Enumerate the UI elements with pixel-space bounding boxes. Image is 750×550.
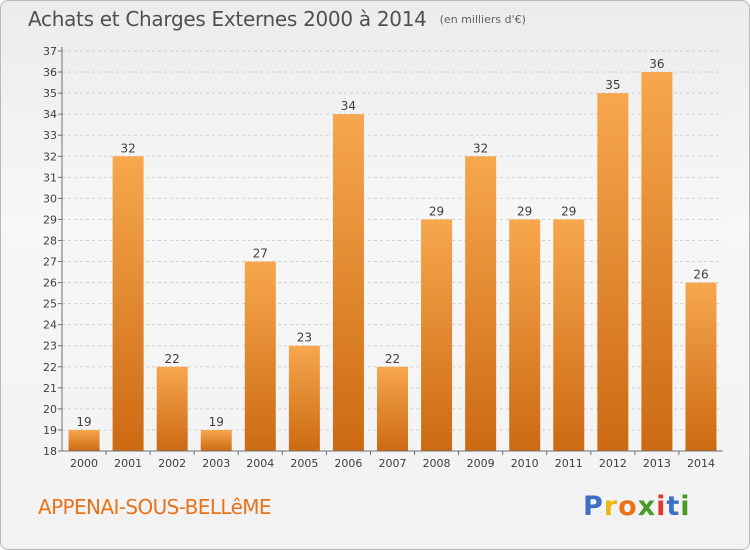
y-tick-label: 31 [43,171,57,184]
title-row: Achats et Charges Externes 2000 à 2014 (… [28,7,526,31]
x-tick-label: 2005 [290,457,318,470]
y-tick-label: 18 [43,445,57,458]
x-tick-label: 2003 [202,457,230,470]
y-tick-label: 29 [43,213,57,226]
data-label: 23 [297,331,312,345]
logo-letter: t [666,491,681,522]
x-tick-label: 2000 [70,457,98,470]
y-tick-label: 34 [43,108,57,121]
y-tick-label: 19 [43,424,57,437]
logo-letter: o [618,491,638,522]
y-tick-label: 37 [43,45,57,58]
data-label: 29 [517,204,532,218]
chart-subtitle: (en milliers d'€) [439,13,526,26]
x-tick-label: 2002 [158,457,186,470]
logo-letter: i [680,491,691,522]
y-tick-label: 36 [43,66,57,79]
data-label: 35 [605,78,620,92]
data-label: 19 [209,415,224,429]
x-tick-label: 2013 [643,457,671,470]
bar [641,72,673,451]
data-label: 22 [385,352,400,366]
y-tick-label: 27 [43,256,57,269]
x-tick-label: 2004 [246,457,274,470]
y-tick-label: 21 [43,382,57,395]
y-tick-label: 20 [43,403,57,416]
logo-letter: x [637,491,657,522]
bar [377,366,408,451]
bar [465,156,497,451]
x-tick-label: 2012 [599,457,627,470]
logo-letter: i [656,491,667,522]
data-label: 29 [429,204,444,218]
data-label: 29 [561,204,576,218]
y-tick-label: 28 [43,234,57,247]
x-tick-label: 2008 [423,457,451,470]
x-axis: 2000 2001 2002 2003 2004 2005 2006 2007 2008 2009… [62,450,723,470]
y-tick-label: 23 [43,340,57,353]
y-tick-label: 35 [43,87,57,100]
data-label: 32 [120,141,135,155]
logo-letter: r [603,491,619,522]
data-label: 26 [693,268,708,282]
y-tick-label: 30 [43,192,57,205]
chart-title: Achats et Charges Externes 2000 à 2014 [28,7,427,31]
bar [553,219,585,451]
x-tick-label: 2001 [114,457,142,470]
x-tick-label: 2007 [379,457,407,470]
bar [685,282,717,451]
bar [112,156,144,451]
y-tick-label: 33 [43,129,57,142]
x-tick-label: 2010 [511,457,539,470]
bar [244,261,276,451]
data-label: 36 [649,57,664,71]
bar [421,219,453,451]
data-label: 27 [253,247,268,261]
x-tick-label: 2009 [467,457,495,470]
bars [68,72,717,452]
x-tick-label: 2014 [687,457,715,470]
bar [288,345,320,451]
data-labels: 19 32 22 19 27 23 34 22 29 32 29 29 35 36 26 [76,57,708,429]
y-tick-label: 22 [43,361,57,374]
logo-letter: P [583,491,604,522]
data-label: 34 [341,99,356,113]
bar [597,93,629,452]
x-tick-label: 2006 [334,457,362,470]
x-tick-label: 2011 [555,457,583,470]
bar [200,429,232,451]
proxiti-logo: Proxiti [583,491,691,522]
bar [156,366,188,451]
data-label: 22 [165,352,180,366]
y-tick-label: 26 [43,277,57,290]
bar [509,219,541,451]
y-tick-label: 32 [43,150,57,163]
data-label: 32 [473,141,488,155]
bar [332,114,364,451]
y-axis: 18 19 20 21 22 23 24 25 26 27 28 29 30 31 32 33 34 35 36 37 [43,45,63,458]
y-tick-label: 25 [43,298,57,311]
y-tick-label: 24 [43,319,57,332]
commune-name: APPENAI-SOUS-BELLêME [38,495,272,519]
bar [68,429,100,451]
data-label: 19 [76,415,91,429]
